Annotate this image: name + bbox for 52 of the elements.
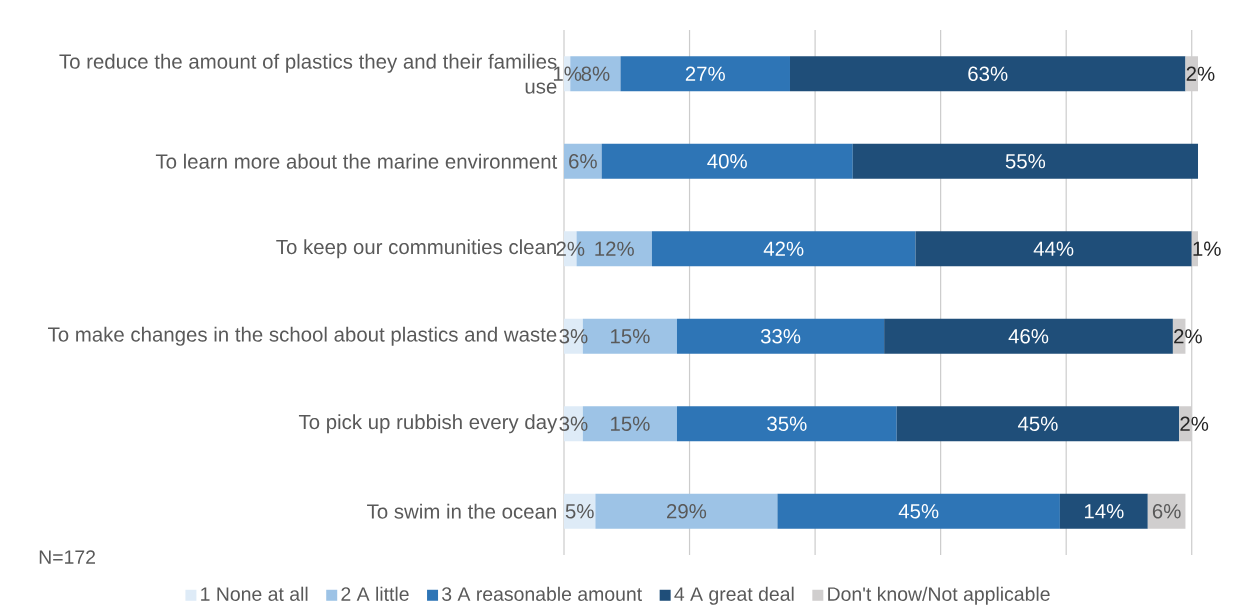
bar [620,56,790,92]
data-label: 63% [968,66,1008,81]
data-label: 45% [898,504,939,519]
y-tick-label: To pick up rubbish every day [298,414,558,434]
data-label: 40% [707,154,747,169]
data-label: 42% [763,241,804,256]
data-label: 8% [581,66,610,81]
y-tick-label: To make changes in the school about plastics and waste [48,326,557,346]
data-label: 27% [685,66,725,81]
y-tick-label: To keep our communities clean [276,239,556,259]
bar [676,406,897,442]
data-label: 29% [667,504,707,519]
data-label: 2% [1186,66,1215,81]
text: N=172 [39,550,95,564]
data-label: 33% [760,329,801,344]
data-label: 5% [565,504,594,519]
bar [595,493,778,529]
data-label: 14% [1084,504,1124,519]
data-label: 45% [1017,416,1058,431]
bar [651,231,916,267]
y-tick-label: To learn more about the marine environment [155,153,558,169]
data-label: 6% [569,154,597,169]
bar [601,143,853,179]
bar [789,56,1186,92]
data-label: 3% [559,329,588,344]
data-label: 1% [1193,241,1221,256]
data-label: 12% [595,241,634,256]
legend-label: Don't know/Not applicable [828,586,1050,605]
legend-label: 3 A reasonable amount [442,586,642,601]
y-tick-label: To swim in the ocean [367,503,556,519]
bar [1059,493,1148,529]
bar [896,406,1180,442]
legend-label: 1 None at all [201,586,308,601]
bar [564,143,602,179]
bar [852,143,1199,179]
data-label: 35% [767,416,807,431]
data-label: 15% [611,329,650,344]
bar [915,231,1192,267]
data-label: 44% [1033,241,1074,256]
data-label: 2% [1180,416,1209,431]
bar [777,493,1060,529]
data-label: 2% [556,241,585,256]
data-label: 46% [1008,329,1049,344]
bar [676,318,885,354]
data-label: 15% [611,416,650,431]
bar [884,318,1173,354]
data-label: 3% [559,416,588,431]
legend-label: 2 A little [341,586,409,601]
data-label: 6% [1152,504,1181,519]
data-label: 55% [1005,154,1046,169]
legend-label: 4 A great deal [674,586,794,605]
data-label: 2% [1174,329,1202,344]
